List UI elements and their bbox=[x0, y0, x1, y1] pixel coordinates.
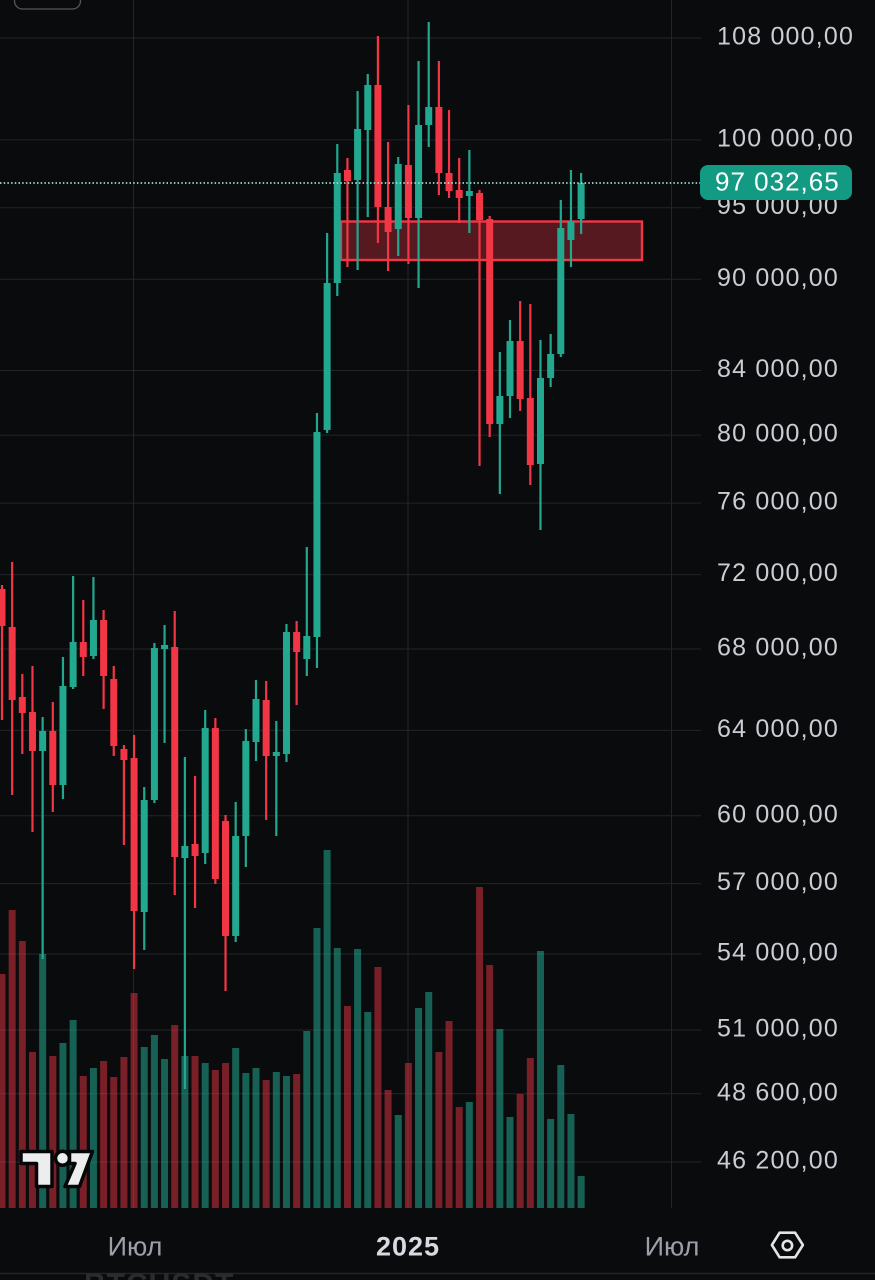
svg-text:BTCUSDT: BTCUSDT bbox=[84, 1268, 234, 1280]
svg-text:Июл: Июл bbox=[108, 1232, 163, 1262]
svg-text:57 000,00: 57 000,00 bbox=[717, 868, 839, 896]
svg-text:100 000,00: 100 000,00 bbox=[717, 124, 854, 152]
svg-text:76 000,00: 76 000,00 bbox=[717, 488, 839, 516]
svg-text:54 000,00: 54 000,00 bbox=[717, 939, 839, 967]
svg-text:2025: 2025 bbox=[376, 1232, 440, 1262]
svg-text:97 032,65: 97 032,65 bbox=[715, 167, 840, 197]
svg-text:51 000,00: 51 000,00 bbox=[717, 1015, 839, 1043]
svg-text:90 000,00: 90 000,00 bbox=[717, 264, 839, 292]
svg-text:46 200,00: 46 200,00 bbox=[717, 1147, 839, 1175]
svg-text:68 000,00: 68 000,00 bbox=[717, 634, 839, 662]
svg-text:48 600,00: 48 600,00 bbox=[717, 1078, 839, 1106]
svg-text:84 000,00: 84 000,00 bbox=[717, 355, 839, 383]
svg-text:60 000,00: 60 000,00 bbox=[717, 800, 839, 828]
svg-text:108 000,00: 108 000,00 bbox=[717, 23, 854, 51]
svg-text:Июл: Июл bbox=[645, 1232, 700, 1262]
svg-text:64 000,00: 64 000,00 bbox=[717, 715, 839, 743]
svg-text:80 000,00: 80 000,00 bbox=[717, 420, 839, 448]
svg-text:72 000,00: 72 000,00 bbox=[717, 559, 839, 587]
